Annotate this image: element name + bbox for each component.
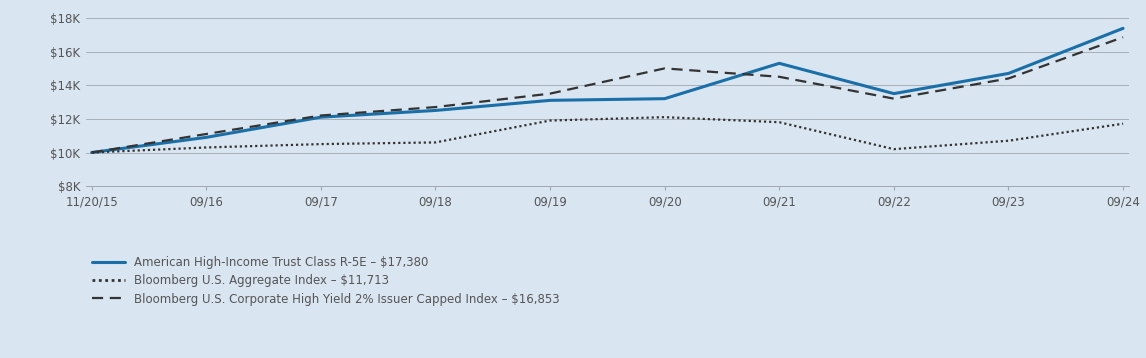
Bloomberg U.S. Corporate High Yield 2% Issuer Capped Index – $16,853: [1002, 76, 1015, 81]
American High-Income Trust Class R-5E – $17,380: [429, 108, 442, 112]
Bloomberg U.S. Aggregate Index – $11,713: [772, 120, 786, 124]
American High-Income Trust Class R-5E – $17,380: [1116, 26, 1130, 30]
Bloomberg U.S. Corporate High Yield 2% Issuer Capped Index – $16,853: [658, 66, 672, 71]
American High-Income Trust Class R-5E – $17,380: [543, 98, 557, 102]
Bloomberg U.S. Corporate High Yield 2% Issuer Capped Index – $16,853: [772, 75, 786, 79]
Line: Bloomberg U.S. Aggregate Index – $11,713: Bloomberg U.S. Aggregate Index – $11,713: [92, 117, 1123, 153]
Bloomberg U.S. Aggregate Index – $11,713: [429, 140, 442, 145]
Bloomberg U.S. Corporate High Yield 2% Issuer Capped Index – $16,853: [429, 105, 442, 109]
Bloomberg U.S. Corporate High Yield 2% Issuer Capped Index – $16,853: [199, 132, 213, 136]
American High-Income Trust Class R-5E – $17,380: [314, 115, 328, 119]
Bloomberg U.S. Corporate High Yield 2% Issuer Capped Index – $16,853: [314, 113, 328, 118]
Line: Bloomberg U.S. Corporate High Yield 2% Issuer Capped Index – $16,853: Bloomberg U.S. Corporate High Yield 2% I…: [92, 37, 1123, 153]
American High-Income Trust Class R-5E – $17,380: [887, 92, 901, 96]
Legend: American High-Income Trust Class R-5E – $17,380, Bloomberg U.S. Aggregate Index : American High-Income Trust Class R-5E – …: [92, 256, 560, 306]
Line: American High-Income Trust Class R-5E – $17,380: American High-Income Trust Class R-5E – …: [92, 28, 1123, 153]
Bloomberg U.S. Corporate High Yield 2% Issuer Capped Index – $16,853: [85, 150, 99, 155]
Bloomberg U.S. Aggregate Index – $11,713: [314, 142, 328, 146]
American High-Income Trust Class R-5E – $17,380: [85, 150, 99, 155]
American High-Income Trust Class R-5E – $17,380: [658, 97, 672, 101]
Bloomberg U.S. Aggregate Index – $11,713: [887, 147, 901, 151]
Bloomberg U.S. Corporate High Yield 2% Issuer Capped Index – $16,853: [887, 97, 901, 101]
Bloomberg U.S. Aggregate Index – $11,713: [543, 118, 557, 123]
Bloomberg U.S. Aggregate Index – $11,713: [1002, 139, 1015, 143]
Bloomberg U.S. Corporate High Yield 2% Issuer Capped Index – $16,853: [543, 92, 557, 96]
Bloomberg U.S. Aggregate Index – $11,713: [1116, 121, 1130, 126]
Bloomberg U.S. Corporate High Yield 2% Issuer Capped Index – $16,853: [1116, 35, 1130, 39]
Bloomberg U.S. Aggregate Index – $11,713: [658, 115, 672, 119]
Bloomberg U.S. Aggregate Index – $11,713: [199, 145, 213, 150]
American High-Income Trust Class R-5E – $17,380: [772, 61, 786, 66]
American High-Income Trust Class R-5E – $17,380: [1002, 71, 1015, 76]
American High-Income Trust Class R-5E – $17,380: [199, 135, 213, 140]
Bloomberg U.S. Aggregate Index – $11,713: [85, 150, 99, 155]
